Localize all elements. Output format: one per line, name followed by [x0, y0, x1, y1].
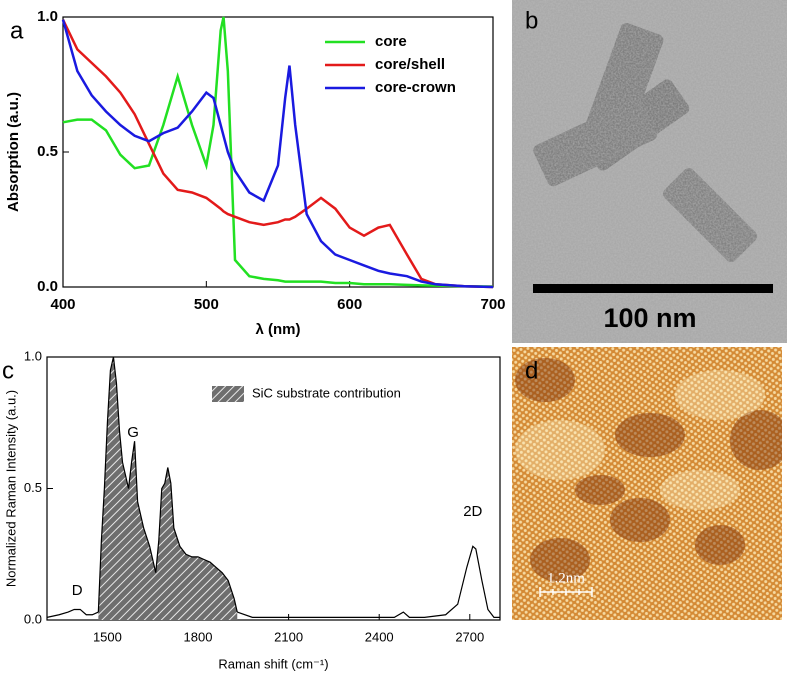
y-tick-label: 0.0: [24, 611, 42, 626]
y-axis-label: Absorption (a.u.): [5, 92, 22, 212]
legend-label: core/shell: [375, 56, 445, 73]
stm-image: [512, 347, 782, 620]
annotation: 2D: [463, 503, 482, 520]
scale-bar-label: 100 nm: [603, 303, 696, 333]
legend-label: SiC substrate contribution: [252, 385, 401, 400]
scale-bar-label: 1.2nm: [547, 570, 585, 586]
x-tick-label: 2700: [455, 629, 484, 644]
y-axis-label: Normalized Raman Intensity (a.u.): [3, 390, 18, 587]
x-tick-label: 2100: [274, 629, 303, 644]
x-tick-label: 500: [194, 296, 219, 313]
y-tick-label: 1.0: [24, 348, 42, 363]
y-tick-label: 0.5: [24, 480, 42, 495]
series-line: [237, 545, 500, 618]
y-tick-label: 0.0: [37, 278, 58, 295]
panel-label: b: [525, 7, 538, 34]
series-line: [97, 356, 238, 613]
x-axis-label: Raman shift (cm⁻¹): [218, 656, 328, 671]
panel-label: a: [10, 17, 24, 44]
y-tick-label: 1.0: [37, 8, 58, 25]
x-axis-label: λ (nm): [256, 321, 301, 338]
x-tick-label: 700: [480, 296, 505, 313]
panel-label: c: [2, 357, 14, 384]
annotation: D: [72, 582, 83, 599]
x-tick-label: 2400: [365, 629, 394, 644]
legend-label: core: [375, 33, 407, 50]
series-line: [62, 16, 494, 288]
x-tick-label: 600: [337, 296, 362, 313]
panel-label: d: [525, 357, 538, 384]
series-line: [46, 608, 99, 618]
series-line: [61, 19, 494, 289]
y-tick-label: 0.5: [37, 143, 58, 160]
legend-swatch: [212, 386, 244, 402]
annotation: G: [127, 424, 139, 441]
legend-label: core-crown: [375, 79, 456, 96]
series-line: [61, 19, 494, 289]
tem-image: [512, 0, 787, 343]
x-tick-label: 1800: [184, 629, 213, 644]
hatched-area: [98, 357, 238, 620]
x-tick-label: 1500: [93, 629, 122, 644]
x-tick-label: 400: [50, 296, 75, 313]
